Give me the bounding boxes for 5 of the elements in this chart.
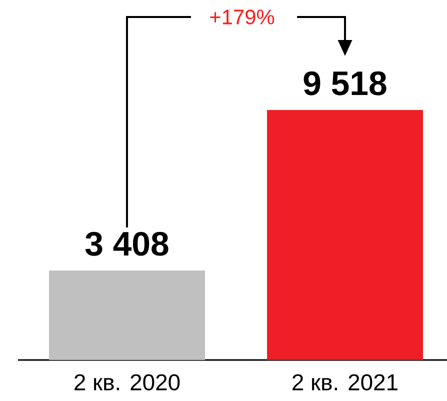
x-tick-label: 2 кв. 2020 [74,374,180,390]
text: +179% [210,10,274,24]
data-label: 9 518 [304,71,386,96]
data-label: 3 408 [85,232,168,256]
x-tick-label: 2 кв. 2021 [292,374,398,390]
